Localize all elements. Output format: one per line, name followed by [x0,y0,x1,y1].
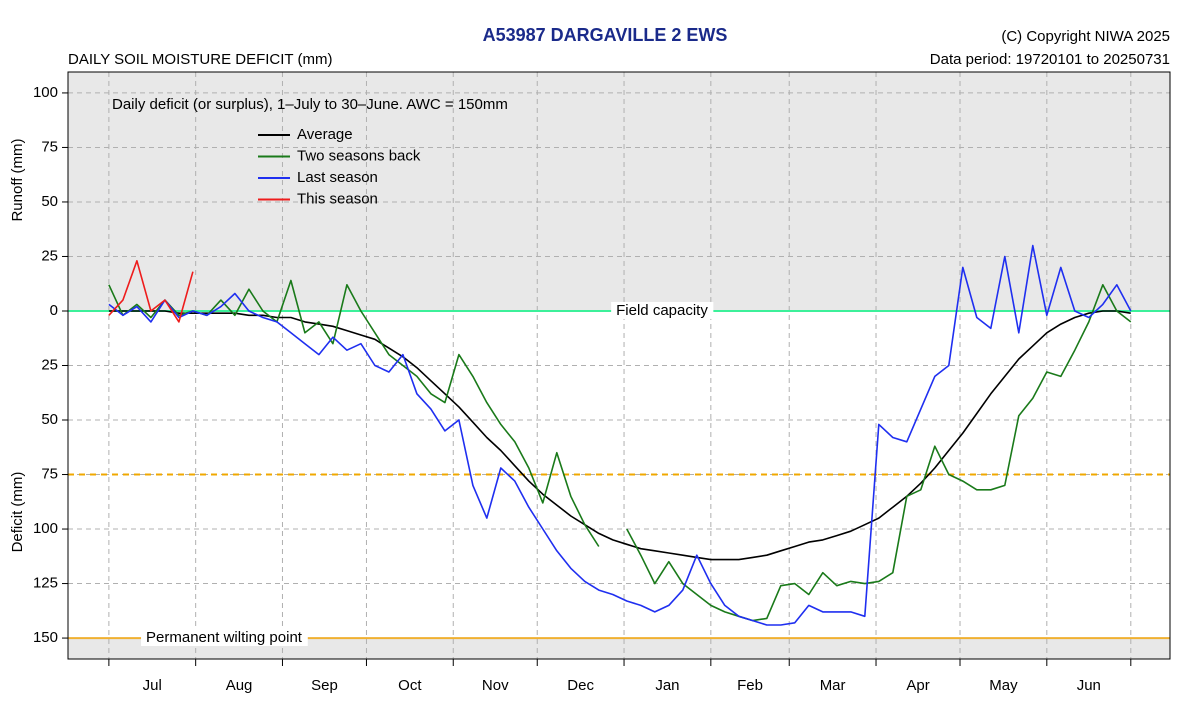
x-tick-label: Apr [906,677,929,694]
plot-frame [67,71,1171,660]
series-line [108,260,194,323]
x-tick-label: Aug [226,677,253,694]
y-tick-label: 75 [41,465,58,482]
y-tick-label: 75 [41,138,58,155]
surplus-zone [68,72,1170,311]
x-tick-label: Jul [143,677,162,694]
legend-label: Last season [297,169,378,186]
legend-label: This season [297,190,378,207]
series-line [108,244,1132,626]
y-tick-label: 50 [41,411,58,428]
series-line [108,310,1131,561]
label-background [141,629,308,647]
reference-label: Permanent wilting point [146,629,303,646]
x-tick-label: Nov [482,677,509,694]
label-background [611,301,714,319]
x-tick-label: Sep [311,677,338,694]
x-tick-label: Jun [1077,677,1101,694]
data-period: Data period: 19720101 to 20250731 [930,51,1170,68]
legend-label: Average [297,126,353,143]
y-tick-label: 0 [50,302,58,319]
reference-label: Field capacity [616,302,708,319]
x-tick-label: Mar [820,677,846,694]
y-axis-label: Deficit (mm) [9,472,26,553]
legend-label: Two seasons back [297,147,421,164]
chart-subtitle: DAILY SOIL MOISTURE DEFICIT (mm) [68,51,332,68]
chart-title: A53987 DARGAVILLE 2 EWS [483,25,728,45]
x-tick-label: Oct [398,677,422,694]
y-tick-label: 25 [41,356,58,373]
y-tick-label: 100 [33,520,58,537]
y-axis-label: Runoff (mm) [9,138,26,221]
y-tick-label: 150 [33,629,58,646]
x-tick-label: Dec [567,677,594,694]
y-tick-label: 100 [33,84,58,101]
copyright: (C) Copyright NIWA 2025 [1001,28,1170,45]
x-tick-label: May [989,677,1018,694]
annotation: Daily deficit (or surplus), 1–July to 30… [112,96,508,113]
x-tick-label: Feb [737,677,763,694]
x-tick-label: Jan [655,677,679,694]
y-tick-label: 125 [33,575,58,592]
y-tick-label: 50 [41,193,58,210]
y-tick-label: 25 [41,247,58,264]
below-wilting-zone [68,638,1170,659]
